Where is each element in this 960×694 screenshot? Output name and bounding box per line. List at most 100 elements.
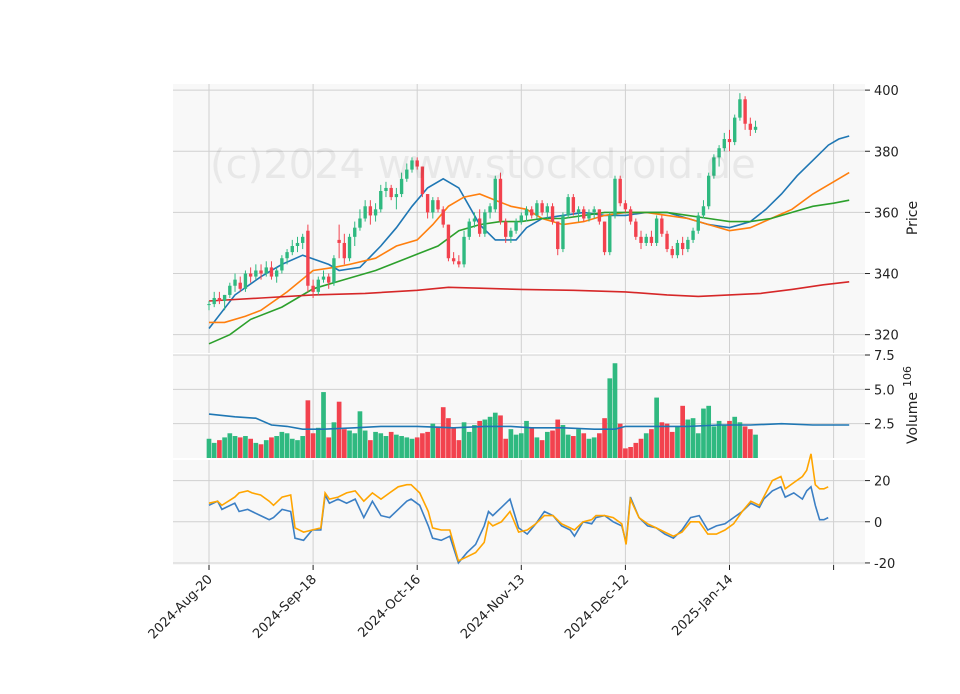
volume-bar bbox=[409, 438, 415, 458]
volume-bar bbox=[326, 437, 332, 458]
volume-bar bbox=[550, 430, 555, 458]
candle-body bbox=[477, 218, 482, 234]
volume-bar bbox=[456, 440, 462, 458]
candle-body bbox=[550, 206, 555, 222]
volume-bar bbox=[555, 419, 561, 458]
candle-body bbox=[576, 209, 581, 213]
volume-bar bbox=[623, 448, 628, 458]
volume-bar bbox=[258, 444, 264, 458]
volume-bar bbox=[414, 437, 420, 458]
volume-bar bbox=[576, 429, 581, 458]
candle-body bbox=[311, 285, 315, 292]
candle-body bbox=[238, 282, 242, 289]
volume-bar bbox=[482, 419, 488, 458]
candle-body bbox=[706, 175, 711, 207]
volume-bar bbox=[721, 425, 727, 458]
candle-body bbox=[665, 233, 669, 250]
candle-body bbox=[259, 270, 263, 274]
volume-bar bbox=[446, 418, 451, 458]
volume-bar bbox=[680, 405, 685, 458]
volume-bar bbox=[206, 438, 212, 458]
volume-bar bbox=[669, 431, 675, 458]
candle-body bbox=[602, 221, 607, 253]
x-axis: 2024-Aug-20 2024-Sep-18 2024-Oct-16 2024-No… bbox=[146, 565, 835, 642]
volume-bar bbox=[274, 436, 280, 458]
candle-body bbox=[363, 206, 367, 219]
volume-panel: 2.5 5.0 7.5 bbox=[173, 349, 895, 458]
candle-body bbox=[425, 194, 430, 213]
volume-bar bbox=[243, 436, 248, 458]
volume-bar bbox=[560, 425, 566, 458]
volume-bar bbox=[706, 405, 712, 458]
volume-bar bbox=[425, 431, 430, 458]
volume-bar bbox=[284, 433, 290, 458]
candle-body bbox=[722, 139, 726, 149]
candle-body bbox=[368, 206, 373, 216]
volume-tick-label: 7.5 bbox=[874, 349, 895, 364]
volume-bar bbox=[633, 442, 639, 458]
volume-bar bbox=[607, 378, 613, 458]
candle-body bbox=[753, 126, 758, 130]
volume-bar bbox=[597, 433, 602, 458]
volume-bar bbox=[544, 431, 550, 458]
price-tick-label: 400 bbox=[874, 84, 899, 99]
volume-bar bbox=[737, 422, 743, 458]
candle-body bbox=[462, 236, 466, 265]
oscillator-background bbox=[173, 460, 865, 565]
volume-bar bbox=[461, 422, 467, 458]
volume-bar bbox=[227, 433, 233, 458]
candle-body bbox=[675, 242, 680, 256]
volume-bar bbox=[420, 433, 425, 458]
candle-body bbox=[415, 160, 419, 167]
candle-body bbox=[280, 258, 284, 271]
candle-body bbox=[613, 178, 617, 216]
candle-body bbox=[472, 218, 477, 222]
volume-bar bbox=[732, 416, 738, 458]
candle-body bbox=[285, 252, 289, 259]
candle-body bbox=[222, 294, 227, 302]
volume-bar bbox=[352, 433, 358, 458]
volume-bar bbox=[727, 420, 732, 458]
candle-body bbox=[701, 206, 706, 216]
volume-bar bbox=[529, 427, 535, 458]
oscillator-panel: -20 0 20 bbox=[173, 453, 895, 572]
candle-body bbox=[306, 230, 310, 286]
candle-body bbox=[243, 273, 248, 289]
candle-body bbox=[535, 203, 539, 216]
candle-body bbox=[545, 206, 550, 213]
candle-body bbox=[451, 258, 456, 262]
price-tick-label: 380 bbox=[874, 145, 899, 160]
candle-body bbox=[457, 261, 461, 265]
candle-body bbox=[712, 157, 716, 176]
candle-body bbox=[582, 209, 586, 219]
volume-bar bbox=[368, 440, 373, 458]
candle-body bbox=[347, 236, 352, 259]
price-ma-line-1 bbox=[208, 135, 850, 329]
candle-body bbox=[327, 276, 331, 283]
volume-bar bbox=[373, 431, 378, 458]
candle-body bbox=[717, 148, 721, 158]
candle-body bbox=[587, 212, 591, 219]
volume-bar bbox=[263, 440, 269, 458]
price-panel: 320 340 360 380 400 bbox=[173, 84, 899, 353]
volume-bar bbox=[289, 438, 295, 458]
volume-bar bbox=[498, 415, 503, 458]
candle-body bbox=[654, 218, 659, 243]
candle-body bbox=[608, 215, 612, 253]
candle-body bbox=[212, 297, 216, 305]
candle-body bbox=[680, 242, 685, 250]
candle-body bbox=[524, 209, 529, 216]
candle-body bbox=[233, 279, 237, 286]
volume-bar bbox=[742, 426, 748, 458]
volume-bar bbox=[602, 418, 607, 458]
volume-bar bbox=[315, 427, 321, 458]
candle-body bbox=[373, 209, 378, 216]
candle-body bbox=[514, 221, 518, 231]
candle-body bbox=[696, 215, 700, 231]
volume-bar bbox=[232, 436, 238, 458]
price-ma-line-4 bbox=[208, 281, 850, 302]
volume-bar bbox=[571, 436, 576, 458]
volume-bar bbox=[404, 437, 410, 458]
candle-body bbox=[274, 270, 279, 277]
